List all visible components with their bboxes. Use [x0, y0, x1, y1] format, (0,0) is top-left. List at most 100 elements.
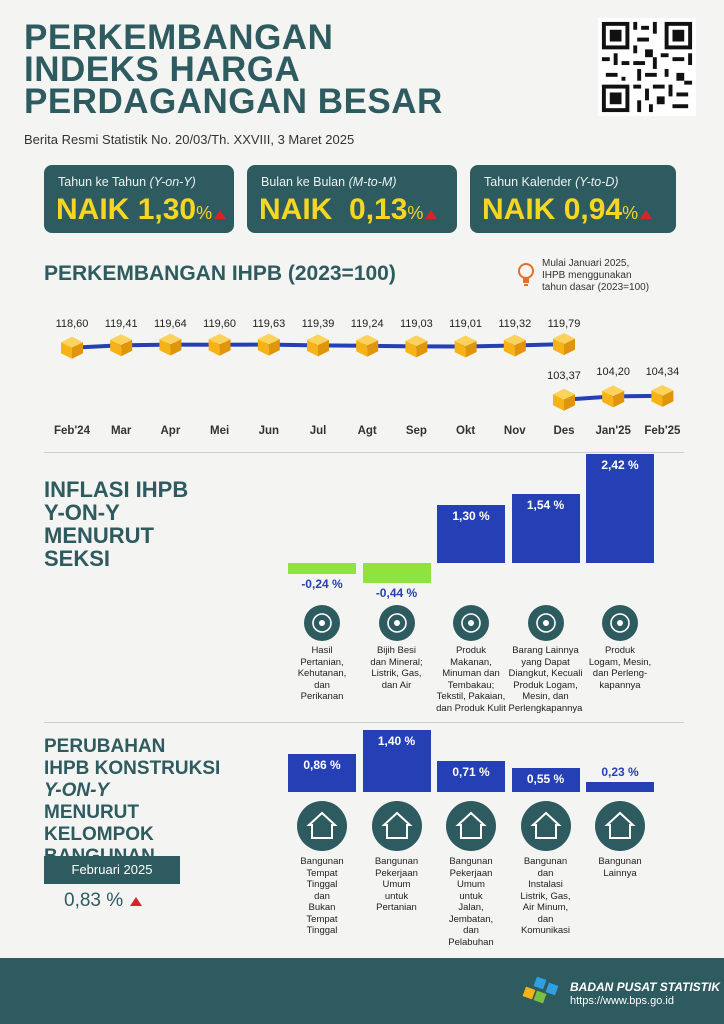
farm-building-icon — [371, 801, 422, 851]
card-word: NAIK — [56, 193, 130, 226]
lightbulb-icon — [518, 263, 534, 286]
bar-value-label: -0,44 % — [375, 585, 418, 600]
up-triangle-icon — [640, 210, 653, 219]
footer-url[interactable]: https://www.bps.go.id — [570, 995, 674, 1007]
card-word: NAIK — [482, 193, 556, 226]
konstruksi-label: Bangunan dan Instalasi Listrik, Gas, Air… — [520, 856, 571, 936]
box-icon — [527, 605, 564, 641]
bar-konstruksi: 0,86 % — [288, 754, 356, 792]
data-label: 119,60 — [203, 318, 236, 330]
x-tick-label: Feb'24 — [54, 425, 90, 437]
x-tick-label: Mar — [110, 425, 132, 437]
bar-value-label: 0,23 % — [601, 764, 639, 779]
card-unit: % — [196, 203, 213, 223]
data-label: 118,60 — [55, 318, 89, 330]
gear-icon — [602, 605, 638, 641]
card-label: Bulan ke Bulan — [261, 175, 346, 189]
bar-konstruksi: 0,71 % — [437, 760, 505, 792]
data-label: 103,37 — [547, 369, 581, 382]
up-triangle-icon — [130, 897, 143, 906]
bar-value-label: 0,55 % — [526, 771, 565, 786]
data-point-cube — [307, 334, 329, 357]
data-point-cube — [257, 333, 280, 356]
data-label: 104,20 — [596, 366, 631, 379]
konstruksi-label: Bangunan Lainnya — [598, 856, 642, 879]
card-label: Tahun ke Tahun — [58, 175, 147, 189]
konstruksi-section-title: PERUBAHAN IHPB KONSTRUKSI Y-ON-Y MENURUT… — [44, 736, 221, 867]
bar-value-label: 2,42 % — [601, 458, 639, 473]
konstruksi-label: Bangunan Tempat Tinggal dan Bukan Tempat… — [300, 856, 344, 936]
bar-value-label: 1,30 % — [452, 508, 490, 523]
x-tick-label: Apr — [160, 425, 181, 437]
data-label: 119,63 — [252, 318, 286, 330]
seksi-section-title: INFLASI IHPB Y-ON-Y MENURUT SEKSI — [44, 477, 189, 571]
x-tick-label: Nov — [503, 425, 526, 437]
seksi-label: Barang Lainnya yang Dapat Diangkut, Kecu… — [508, 645, 583, 714]
data-point-cube — [61, 336, 83, 359]
x-tick-label: Des — [553, 425, 575, 437]
x-tick-label: Sep — [405, 425, 427, 437]
card-unit: % — [407, 203, 424, 223]
data-label: 119,41 — [104, 318, 138, 330]
x-tick-label: Okt — [456, 425, 476, 437]
data-label: 119,24 — [350, 318, 384, 330]
bar-seksi: 1,54 % — [511, 493, 580, 563]
release-subtitle: Berita Resmi Statistik No. 20/03/Th. XXV… — [24, 132, 355, 147]
bar-seksi: 1,30 % — [437, 504, 505, 563]
base-year-note: Mulai Januari 2025, IHPB menggunakan tah… — [542, 258, 650, 293]
data-label: 104,34 — [645, 365, 680, 378]
x-tick-label: Mei — [210, 425, 230, 437]
card-label-em: (Y-on-Y) — [149, 175, 196, 189]
data-label: 119,32 — [498, 318, 532, 330]
konstruksi-label: Bangunan Pekerjaan Umum untuk Pertanian — [374, 856, 419, 913]
data-point-cube — [454, 335, 477, 358]
up-triangle-icon — [214, 210, 227, 219]
konstruksi-bar-chart: 0,86 % Bangunan Tempat Tinggal dan Bukan … — [280, 725, 700, 957]
data-label: 119,64 — [153, 318, 187, 330]
ihpb-line-chart: 118,60 119,41 119,64 119,60 119,63 119,39 119,… — [0, 290, 724, 450]
section-divider — [44, 722, 684, 723]
bridge-icon — [446, 801, 496, 851]
x-tick-label: Agt — [357, 425, 377, 437]
card-value: 0,13 — [349, 193, 408, 226]
data-label: 119,01 — [449, 318, 482, 330]
bar-seksi: 2,42 % — [586, 454, 654, 563]
card-value: 1,30 — [137, 193, 197, 226]
data-label: 119,03 — [399, 318, 433, 330]
water-drop-icon — [520, 801, 571, 851]
data-point-cube — [553, 333, 575, 356]
bar-value-label: -0,24 % — [301, 576, 343, 591]
plant-icon — [304, 605, 340, 641]
card-label: Tahun Kalender — [484, 175, 572, 189]
card-value: 0,94 — [563, 193, 623, 226]
data-label: 119,79 — [547, 318, 581, 330]
qr-code-icon[interactable] — [598, 18, 696, 116]
card-word: NAIK — [259, 193, 333, 226]
bar-value-label: 1,40 % — [377, 734, 416, 749]
data-point-cube — [503, 334, 526, 357]
building-icon — [595, 801, 645, 851]
card-label-em: (Y-to-D) — [575, 175, 619, 189]
seksi-label: Bijih Besi dan Mineral; Listrik, Gas, da… — [370, 645, 423, 691]
ihpb-section-title: PERKEMBANGAN IHPB (2023=100) — [44, 262, 396, 285]
seksi-label: Hasil Pertanian, Kehutanan, dan Perikana… — [297, 645, 347, 702]
data-point-cube — [553, 388, 575, 411]
bar-konstruksi — [586, 781, 654, 792]
data-point-cube — [110, 334, 133, 357]
seksi-label: Produk Logam, Mesin, dan Perleng- kapann… — [588, 645, 652, 691]
data-point-cube — [208, 333, 231, 356]
card-y-to-d: Tahun Kalender (Y-to-D) NAIK 0,94% — [470, 165, 676, 233]
bulb-icon — [378, 605, 415, 641]
bar-value-label: 0,71 % — [452, 764, 490, 779]
bar-seksi — [362, 563, 431, 583]
bar-value-label: 0,86 % — [303, 758, 341, 773]
data-point-cube — [356, 334, 379, 357]
footer-org: BADAN PUSAT STATISTIK — [570, 980, 720, 994]
x-tick-label: Jul — [309, 425, 327, 437]
x-tick-label: Jan'25 — [595, 425, 631, 437]
card-unit: % — [622, 203, 639, 223]
bar-seksi — [288, 563, 356, 574]
cart-icon — [453, 605, 489, 641]
bps-logo-icon — [522, 976, 559, 1004]
bar-konstruksi: 1,40 % — [362, 730, 431, 792]
